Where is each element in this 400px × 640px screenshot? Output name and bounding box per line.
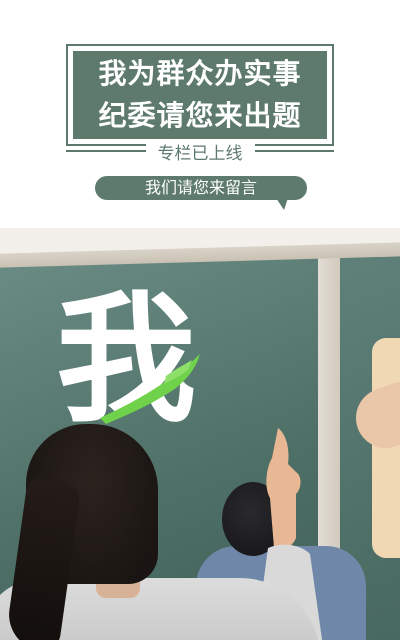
classroom-photo: 我	[0, 228, 400, 640]
brush-stroke-icon	[100, 354, 200, 424]
title-line-1: 我为群众办实事	[98, 57, 302, 90]
subtitle-divider-right	[254, 150, 334, 152]
subtitle: 专栏已上线	[145, 138, 255, 164]
title-line-2: 纪委请您来出题	[98, 99, 302, 132]
message-bubble: 我们请您来留言	[95, 176, 307, 200]
subtitle-row: 专栏已上线	[66, 138, 334, 164]
title-box: 我为群众办实事 纪委请您来出题	[66, 44, 334, 146]
title-panel: 我为群众办实事 纪委请您来出题	[73, 51, 327, 139]
subtitle-divider-left	[66, 150, 146, 152]
bubble-tail	[276, 198, 288, 210]
